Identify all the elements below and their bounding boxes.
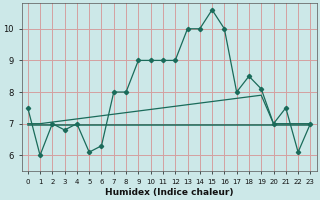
X-axis label: Humidex (Indice chaleur): Humidex (Indice chaleur) (105, 188, 233, 197)
